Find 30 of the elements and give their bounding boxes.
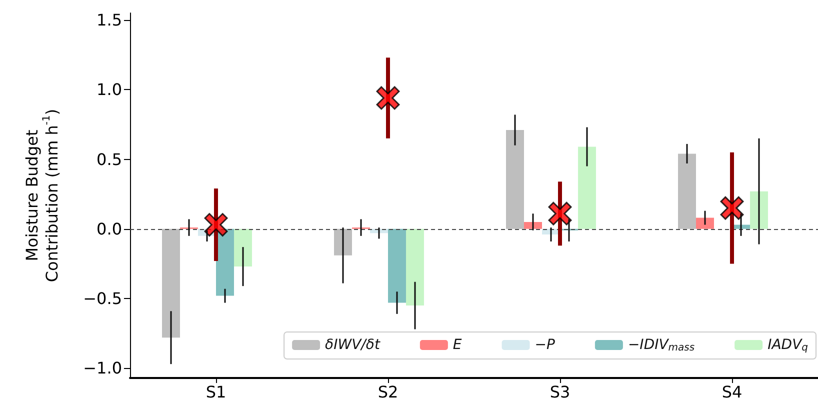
bar	[750, 191, 768, 229]
legend-label: −IDIVmass	[628, 337, 695, 354]
bar	[234, 228, 252, 267]
y-tick-label: −1.0	[83, 358, 122, 378]
point	[548, 202, 572, 226]
y-tick-label: 1.0	[96, 80, 122, 100]
x-tick-label: S1	[206, 382, 226, 401]
y-tick-label: −0.5	[83, 289, 122, 308]
x-tick-label: S3	[550, 382, 570, 401]
legend-label: δIWV/δt	[325, 337, 380, 353]
y-axis-title: Moisture Budget Contribution (mm h-1)	[22, 108, 62, 282]
y-tick-label: 0.5	[96, 150, 122, 169]
y-tick-label: 0.0	[96, 219, 122, 238]
point	[720, 196, 744, 220]
y-tick-label: 1.5	[96, 10, 122, 30]
point	[376, 86, 400, 110]
bar	[678, 154, 696, 229]
bar	[696, 218, 714, 229]
bar	[506, 130, 524, 229]
x-tick-label: S2	[378, 382, 398, 401]
x-tick-label: S4	[722, 382, 742, 401]
legend-label: E	[452, 337, 462, 353]
bar	[162, 228, 180, 338]
legend-label: IADVq	[768, 337, 808, 354]
bar	[524, 222, 542, 229]
bar	[578, 146, 596, 229]
bar	[388, 228, 406, 303]
legend-label: −P	[534, 337, 556, 353]
point	[204, 213, 228, 237]
bar	[406, 228, 424, 306]
